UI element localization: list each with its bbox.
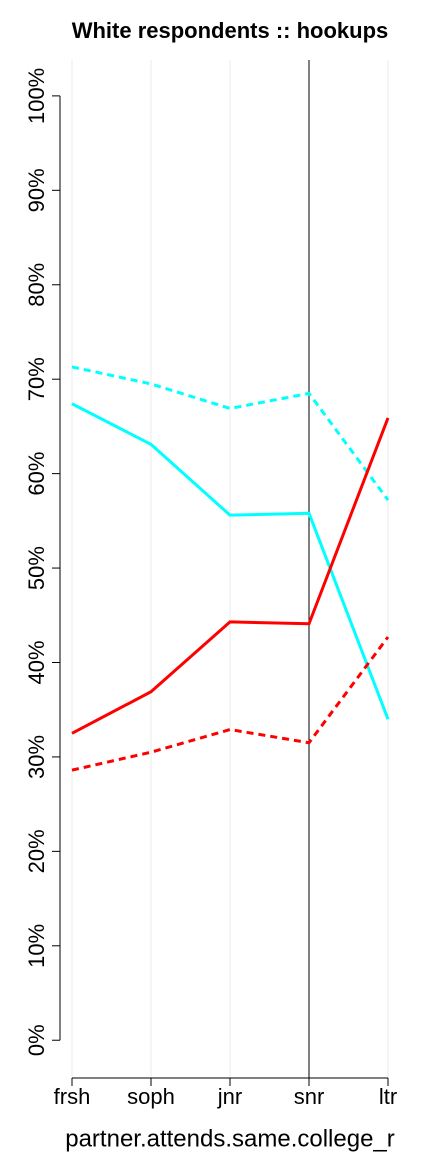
line-series — [71, 365, 390, 501]
y-tick-label: 30% — [24, 735, 49, 779]
chart-title: White respondents :: hookups — [72, 18, 389, 43]
y-tick-label: 10% — [24, 924, 49, 968]
x-tick-label: frsh — [54, 1084, 91, 1109]
y-tick-label: 80% — [24, 263, 49, 307]
y-tick-label: 60% — [24, 452, 49, 496]
line-series — [71, 402, 390, 720]
x-tick-label: snr — [294, 1084, 325, 1109]
x-axis-label: partner.attends.same.college_r — [65, 1125, 395, 1152]
x-tick-label: ltr — [379, 1084, 397, 1109]
y-tick-label: 0% — [24, 1024, 49, 1056]
y-tick-label: 90% — [24, 168, 49, 212]
x-tick-label: soph — [127, 1084, 175, 1109]
y-tick-label: 100% — [24, 68, 49, 124]
line-series — [71, 636, 390, 772]
y-tick-label: 20% — [24, 829, 49, 873]
y-tick-label: 40% — [24, 640, 49, 684]
y-tick-label: 50% — [24, 546, 49, 590]
line-series — [71, 417, 390, 735]
x-tick-label: jnr — [217, 1084, 242, 1109]
y-tick-label: 70% — [24, 357, 49, 401]
